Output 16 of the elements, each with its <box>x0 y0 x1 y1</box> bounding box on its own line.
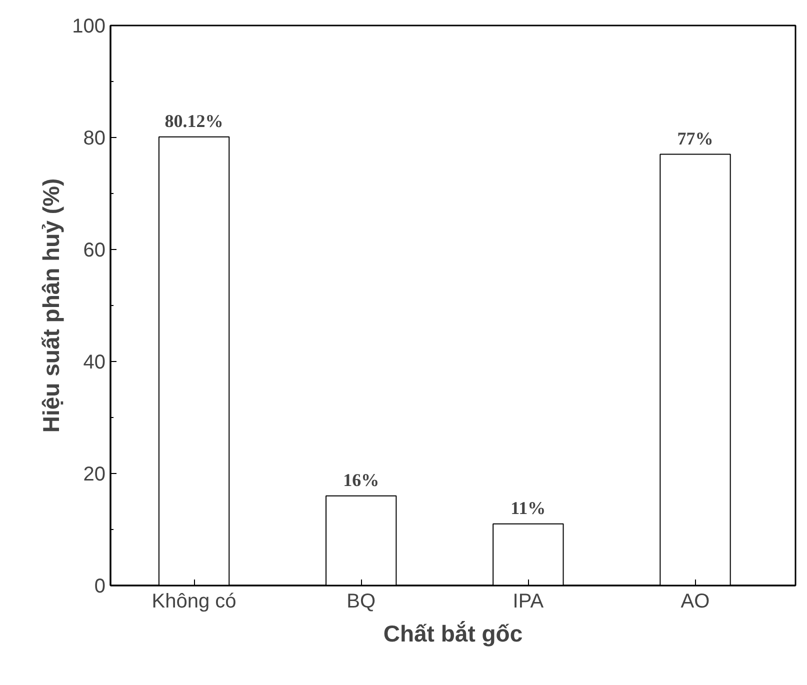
data-label: 16% <box>343 470 380 490</box>
data-label: 77% <box>677 128 714 148</box>
y-tick-label: 100 <box>72 16 106 38</box>
data-label: 11% <box>510 498 546 518</box>
y-tick-label: 80 <box>83 128 106 150</box>
x-tick-label: AO <box>680 590 710 612</box>
y-tick-label: 20 <box>83 464 106 486</box>
y-tick-label: 0 <box>94 576 106 598</box>
x-tick-label: Không có <box>152 590 236 612</box>
x-tick-label: BQ <box>346 590 376 612</box>
data-label: 80.12% <box>164 110 224 131</box>
x-axis-title: Chất bắt gốc <box>383 620 523 646</box>
y-axis-title: Hiệu suất phân huỷ (%) <box>38 178 64 433</box>
y-tick-label: 60 <box>83 240 106 262</box>
y-tick-label: 40 <box>83 352 106 374</box>
x-tick-label: IPA <box>512 590 544 612</box>
